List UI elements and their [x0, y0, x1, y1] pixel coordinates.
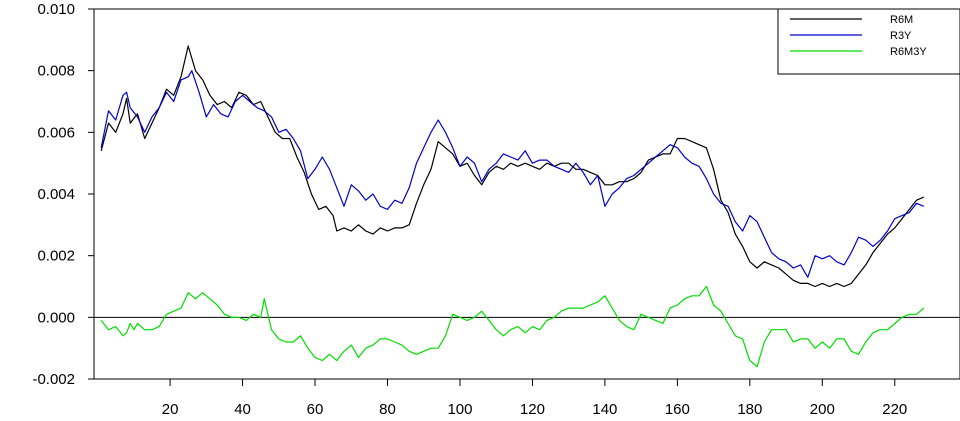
series-line-r6m	[100, 45, 925, 288]
x-tick-label: 80	[379, 401, 396, 418]
x-tick-label: 180	[737, 401, 762, 418]
x-tick-label: 60	[307, 401, 324, 418]
legend-label: R6M	[890, 14, 913, 26]
x-axis: 20 40 60 80 100 120 140 160 180 200 220	[162, 379, 907, 418]
legend-label: R3Y	[890, 30, 912, 42]
y-tick-label: 0.010	[37, 1, 75, 18]
y-tick-label: 0.000	[37, 309, 75, 326]
x-tick-label: 160	[665, 401, 690, 418]
y-tick-label: 0.008	[37, 63, 75, 80]
y-tick-label: 0.006	[37, 124, 75, 141]
y-tick-label: -0.002	[32, 371, 75, 388]
x-tick-label: 20	[162, 401, 179, 418]
y-tick-label: 0.002	[37, 248, 75, 265]
x-tick-label: 140	[592, 401, 617, 418]
x-tick-label: 220	[882, 401, 907, 418]
legend-box	[777, 8, 960, 75]
legend: R6M R3Y R6M3Y	[777, 8, 960, 75]
x-tick-label: 100	[447, 401, 472, 418]
x-tick-label: 120	[520, 401, 545, 418]
x-tick-label: 200	[810, 401, 835, 418]
y-tick-label: 0.004	[37, 186, 75, 203]
series-line-r3y	[100, 70, 925, 278]
y-axis: -0.002 0.000 0.002 0.004 0.006 0.008 0.010	[32, 1, 94, 388]
x-tick-label: 40	[234, 401, 251, 418]
series-lines	[100, 45, 925, 368]
series-line-r6m3y	[100, 285, 925, 368]
legend-label: R6M3Y	[890, 46, 927, 58]
